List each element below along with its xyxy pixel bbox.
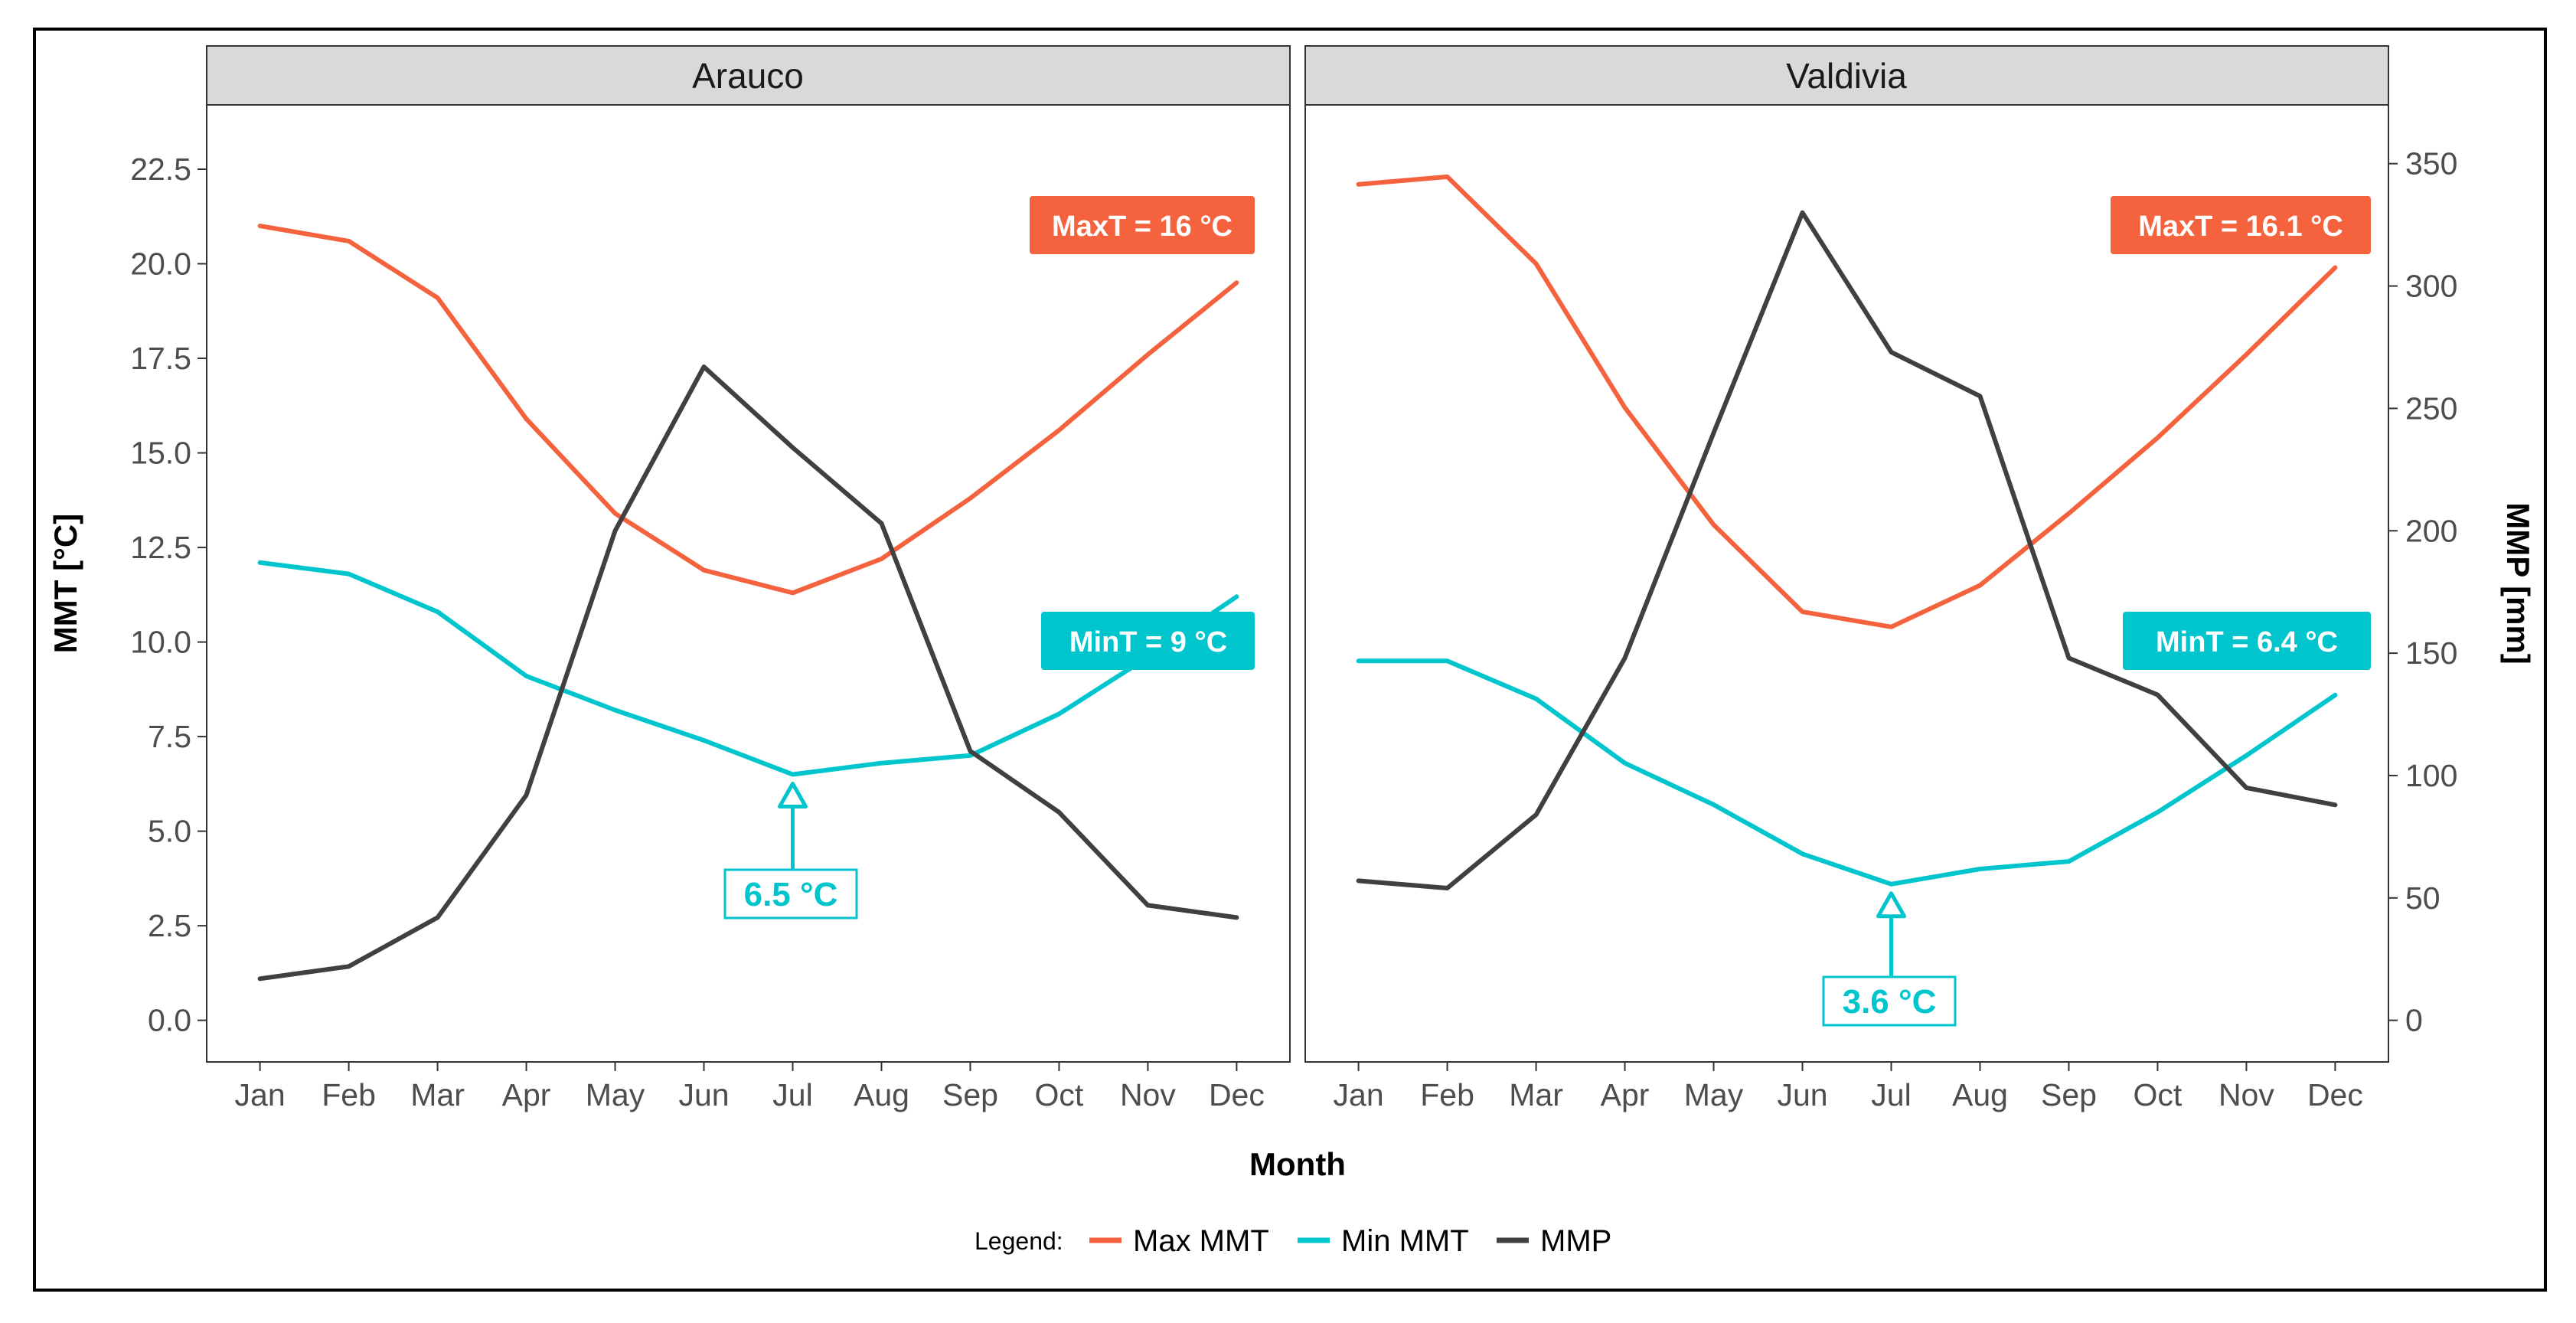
series-line-min bbox=[257, 560, 1239, 777]
series-line-mmp bbox=[257, 364, 1239, 982]
left-y-tick-label: 7.5 bbox=[148, 719, 191, 754]
legend-title: Legend: bbox=[975, 1227, 1063, 1255]
x-tick-label: Dec bbox=[1209, 1077, 1265, 1112]
series-line-max bbox=[1356, 174, 2338, 629]
x-tick-label: Jun bbox=[1777, 1077, 1827, 1112]
legend-max-label: Max MMT bbox=[1133, 1224, 1269, 1258]
right-y-tick-label: 200 bbox=[2405, 513, 2457, 548]
panel-1-callout-box bbox=[723, 868, 858, 920]
x-tick-label: Feb bbox=[322, 1077, 376, 1112]
right-y-tick-label: 50 bbox=[2405, 880, 2441, 916]
legend-min-label: Min MMT bbox=[1341, 1224, 1469, 1258]
x-axis-title: Month bbox=[1249, 1146, 1346, 1182]
x-tick-label: Apr bbox=[502, 1077, 551, 1112]
panel-2-maxt-box bbox=[2111, 196, 2371, 254]
panel-1-x-axis: Jan Feb Mar Apr May Jun Jul Aug Sep Oct Nov Dec bbox=[235, 1062, 1265, 1112]
panel-2-callout-box bbox=[1822, 975, 1957, 1027]
panel-1-maxt-label: MaxT = 16 °C bbox=[1052, 211, 1232, 243]
panel-2-mint-box bbox=[2123, 612, 2371, 670]
series-line-mmp bbox=[1356, 210, 2338, 890]
x-tick-label: Mar bbox=[410, 1077, 465, 1112]
right-y-tick-label: 300 bbox=[2405, 269, 2457, 304]
right-y-axis: 0 50 100 150 200 250 300 350 bbox=[2388, 146, 2457, 1038]
panel-2-x-axis: Jan Feb Mar Apr May Jun Jul Aug Sep Oct Nov Dec bbox=[1334, 1062, 2363, 1112]
left-y-tick-label: 12.5 bbox=[130, 530, 191, 565]
left-y-tick-label: 0.0 bbox=[148, 1003, 191, 1038]
panel-1-callout-label: 6.5 °C bbox=[744, 876, 838, 913]
y-axis-right-title: MMP [mm] bbox=[2500, 502, 2536, 665]
x-tick-label: Jul bbox=[772, 1077, 812, 1112]
panel-2-title: Valdivia bbox=[1786, 56, 1907, 96]
panel-2-series bbox=[1356, 174, 2338, 890]
right-y-tick-label: 250 bbox=[2405, 390, 2457, 426]
x-tick-label: May bbox=[1684, 1077, 1744, 1112]
x-tick-label: Jul bbox=[1871, 1077, 1911, 1112]
panel-1-mint-label: MinT = 9 °C bbox=[1069, 626, 1227, 658]
right-y-tick-label: 150 bbox=[2405, 635, 2457, 671]
left-y-axis: 0.0 2.5 5.0 7.5 10.0 12.5 15.0 17.5 20.0 22.5 bbox=[130, 152, 207, 1038]
x-tick-label: Jan bbox=[1334, 1077, 1384, 1112]
right-y-tick-label: 100 bbox=[2405, 758, 2457, 793]
panel-2-plot-area bbox=[1304, 104, 2389, 1063]
x-tick-label: Dec bbox=[2307, 1077, 2363, 1112]
left-y-tick-label: 22.5 bbox=[130, 152, 191, 187]
x-tick-label: May bbox=[586, 1077, 645, 1112]
x-tick-label: Aug bbox=[854, 1077, 909, 1112]
x-tick-label: Feb bbox=[1420, 1077, 1474, 1112]
left-y-tick-label: 20.0 bbox=[130, 247, 191, 282]
annotations: MaxT = 16 °C MinT = 9 °C MaxT = 16.1 °C … bbox=[1030, 196, 2371, 670]
legend-mmp-label: MMP bbox=[1540, 1224, 1611, 1258]
panel-2-maxt-label: MaxT = 16.1 °C bbox=[2138, 211, 2343, 243]
x-tick-label: Sep bbox=[942, 1077, 998, 1112]
legend: Legend: Max MMT Min MMT MMP bbox=[975, 1224, 1611, 1258]
left-y-tick-label: 15.0 bbox=[130, 436, 191, 471]
panel-2-callout-label: 3.6 °C bbox=[1843, 983, 1937, 1021]
x-tick-label: Jan bbox=[235, 1077, 286, 1112]
x-tick-label: Nov bbox=[2218, 1077, 2274, 1112]
x-tick-label: Aug bbox=[1952, 1077, 2008, 1112]
left-y-tick-label: 2.5 bbox=[148, 908, 191, 943]
x-tick-label: Oct bbox=[1035, 1077, 1084, 1112]
series-line-max bbox=[257, 224, 1239, 596]
x-tick-label: Jun bbox=[678, 1077, 729, 1112]
left-y-tick-label: 5.0 bbox=[148, 814, 191, 849]
right-y-tick-label: 350 bbox=[2405, 146, 2457, 181]
panel-2-mint-label: MinT = 6.4 °C bbox=[2156, 626, 2338, 658]
x-tick-label: Oct bbox=[2134, 1077, 2183, 1112]
x-tick-label: Apr bbox=[1601, 1077, 1650, 1112]
left-y-tick-label: 17.5 bbox=[130, 341, 191, 376]
panel-1-strip bbox=[206, 45, 1291, 106]
panel-1-title: Arauco bbox=[692, 56, 804, 96]
series-line-min bbox=[1356, 658, 2338, 887]
panel-1-series bbox=[257, 224, 1239, 982]
panel-1-maxt-box bbox=[1030, 196, 1255, 254]
right-y-tick-label: 0 bbox=[2405, 1003, 2423, 1038]
x-tick-label: Mar bbox=[1509, 1077, 1563, 1112]
callouts: 6.5 °C 3.6 °C bbox=[723, 782, 1957, 1027]
y-axis-left-title: MMT [°C] bbox=[47, 514, 83, 653]
panel-1-mint-box bbox=[1041, 612, 1255, 670]
x-tick-label: Sep bbox=[2041, 1077, 2097, 1112]
x-tick-label: Nov bbox=[1120, 1077, 1176, 1112]
left-y-tick-label: 10.0 bbox=[130, 625, 191, 660]
